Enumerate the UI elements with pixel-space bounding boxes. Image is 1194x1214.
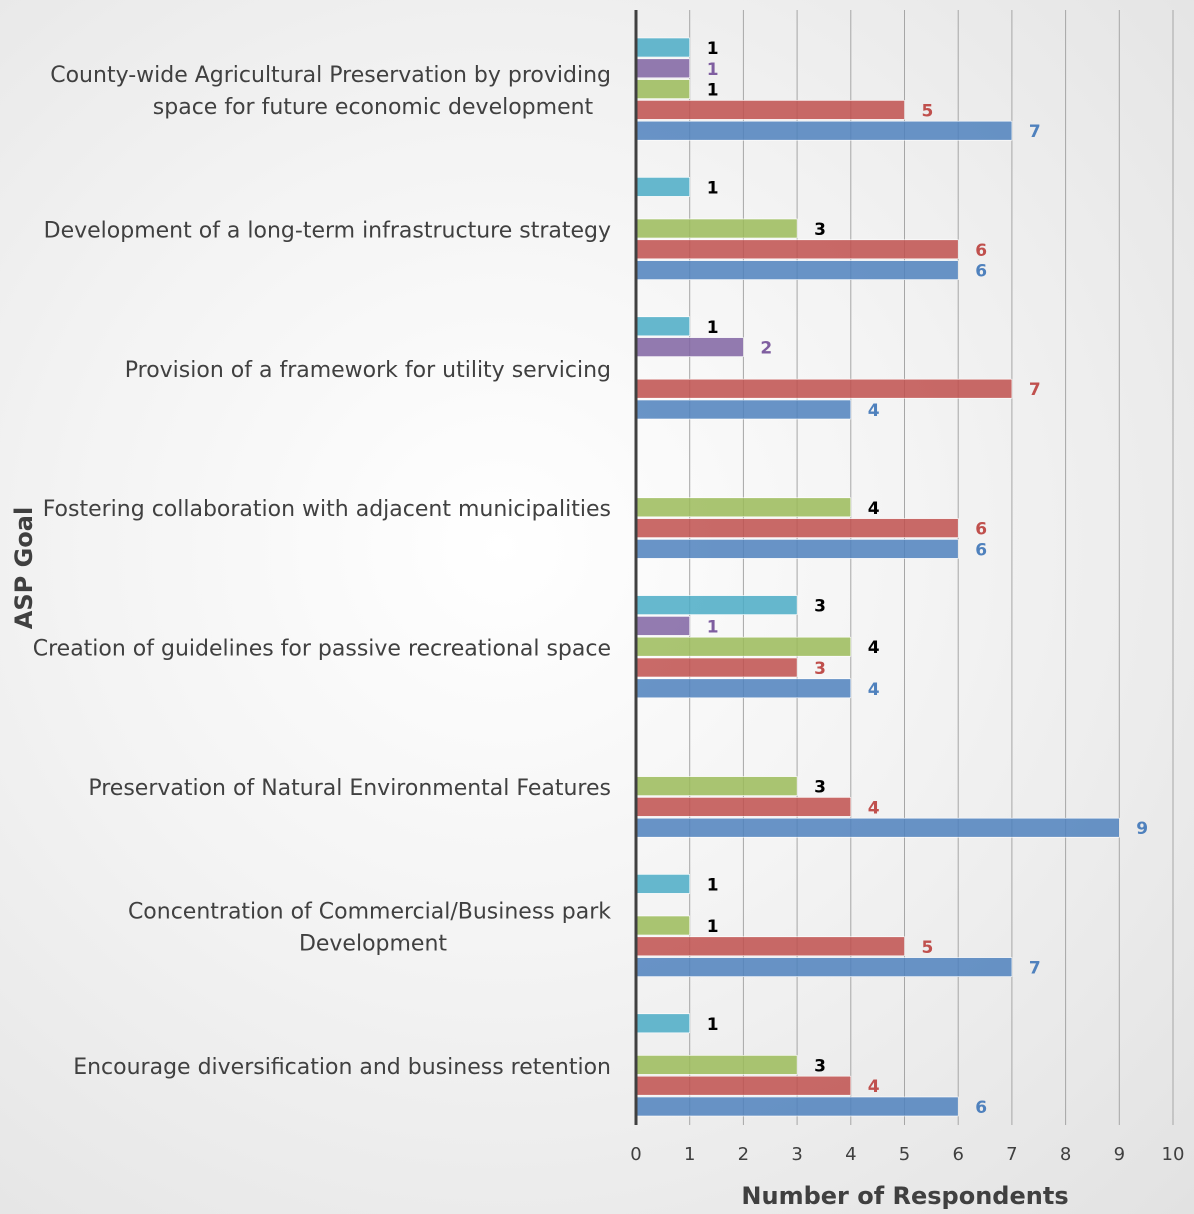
bar <box>635 874 691 894</box>
data-label: 1 <box>707 60 719 80</box>
data-label: 5 <box>922 938 934 958</box>
bar <box>635 797 852 817</box>
bar <box>635 936 905 957</box>
category-label: Development <box>299 931 447 956</box>
bar <box>635 1096 959 1117</box>
x-tick-label: 4 <box>845 1144 856 1165</box>
data-label: 6 <box>975 540 987 560</box>
data-label: 4 <box>868 798 880 818</box>
bar <box>635 316 691 337</box>
data-label: 3 <box>814 778 826 798</box>
x-tick-label: 1 <box>684 1144 695 1165</box>
bar <box>635 337 744 357</box>
data-label: 3 <box>814 659 826 679</box>
category-label: Creation of guidelines for passive recre… <box>33 637 611 662</box>
bar <box>635 58 691 79</box>
bar <box>635 595 798 615</box>
data-label: 2 <box>760 339 772 359</box>
data-label: 5 <box>922 101 934 121</box>
data-label: 7 <box>1029 380 1041 400</box>
bar <box>635 776 798 796</box>
bar <box>635 239 959 260</box>
bar <box>635 539 959 559</box>
x-tick-label: 9 <box>1114 1144 1125 1165</box>
data-label: 1 <box>707 617 719 637</box>
x-tick-label: 10 <box>1162 1144 1185 1165</box>
data-label: 7 <box>1029 959 1041 979</box>
bar <box>635 497 852 518</box>
data-label: 1 <box>707 875 719 895</box>
bar <box>635 1055 798 1075</box>
bar <box>635 915 691 936</box>
bar <box>635 657 798 678</box>
bar <box>635 100 905 120</box>
data-label: 1 <box>707 81 719 101</box>
data-label: 6 <box>975 241 987 261</box>
data-label: 3 <box>814 597 826 617</box>
bar <box>635 177 691 197</box>
bar <box>635 518 959 538</box>
category-label: Development of a long-term infrastructur… <box>44 218 611 243</box>
category-label: Preservation of Natural Environmental Fe… <box>88 776 611 801</box>
data-label: 1 <box>707 318 719 338</box>
bar <box>635 378 1013 399</box>
x-tick-label: 0 <box>630 1144 641 1165</box>
bar <box>635 817 1120 838</box>
x-axis-title: Number of Respondents <box>741 1182 1068 1210</box>
bar <box>635 260 959 280</box>
data-label: 4 <box>868 1077 880 1097</box>
category-label: Fostering collaboration with adjacent mu… <box>43 497 611 522</box>
data-label: 6 <box>975 1098 987 1118</box>
data-label: 1 <box>707 178 719 198</box>
category-label: Encourage diversification and business r… <box>73 1055 611 1080</box>
bar <box>635 37 691 58</box>
data-label: 1 <box>707 1015 719 1035</box>
data-label: 3 <box>814 220 826 240</box>
bar <box>635 957 1013 977</box>
bars <box>635 37 1120 1117</box>
bar <box>635 1075 852 1096</box>
category-label: space for future economic development <box>153 95 594 120</box>
data-label: 4 <box>868 680 880 700</box>
data-label: 6 <box>975 520 987 540</box>
bar <box>635 218 798 239</box>
x-tick-label: 6 <box>952 1144 963 1165</box>
bar <box>635 1013 691 1034</box>
bar <box>635 399 852 420</box>
bar <box>635 678 852 699</box>
category-label: Provision of a framework for utility ser… <box>125 358 611 383</box>
bar <box>635 636 852 657</box>
category-label: Concentration of Commercial/Business par… <box>128 899 611 924</box>
gridlines <box>689 10 1174 1125</box>
data-label: 7 <box>1029 122 1041 142</box>
data-label: 4 <box>868 638 880 658</box>
data-label: 4 <box>868 401 880 421</box>
y-axis-title: ASP Goal <box>10 507 38 629</box>
data-label: 6 <box>975 262 987 282</box>
bar <box>635 120 1013 141</box>
data-label: 1 <box>707 917 719 937</box>
data-label: 3 <box>814 1056 826 1076</box>
bar <box>635 616 691 636</box>
x-tick-label: 8 <box>1060 1144 1071 1165</box>
data-label: 4 <box>868 499 880 519</box>
data-label: 9 <box>1136 819 1148 839</box>
x-tick-label: 7 <box>1006 1144 1017 1165</box>
data-label: 1 <box>707 39 719 59</box>
x-tick-label: 3 <box>791 1144 802 1165</box>
x-tick-label: 5 <box>899 1144 910 1165</box>
category-label: County-wide Agricultural Preservation by… <box>50 63 611 88</box>
bar <box>635 79 691 99</box>
x-tick-label: 2 <box>738 1144 749 1165</box>
